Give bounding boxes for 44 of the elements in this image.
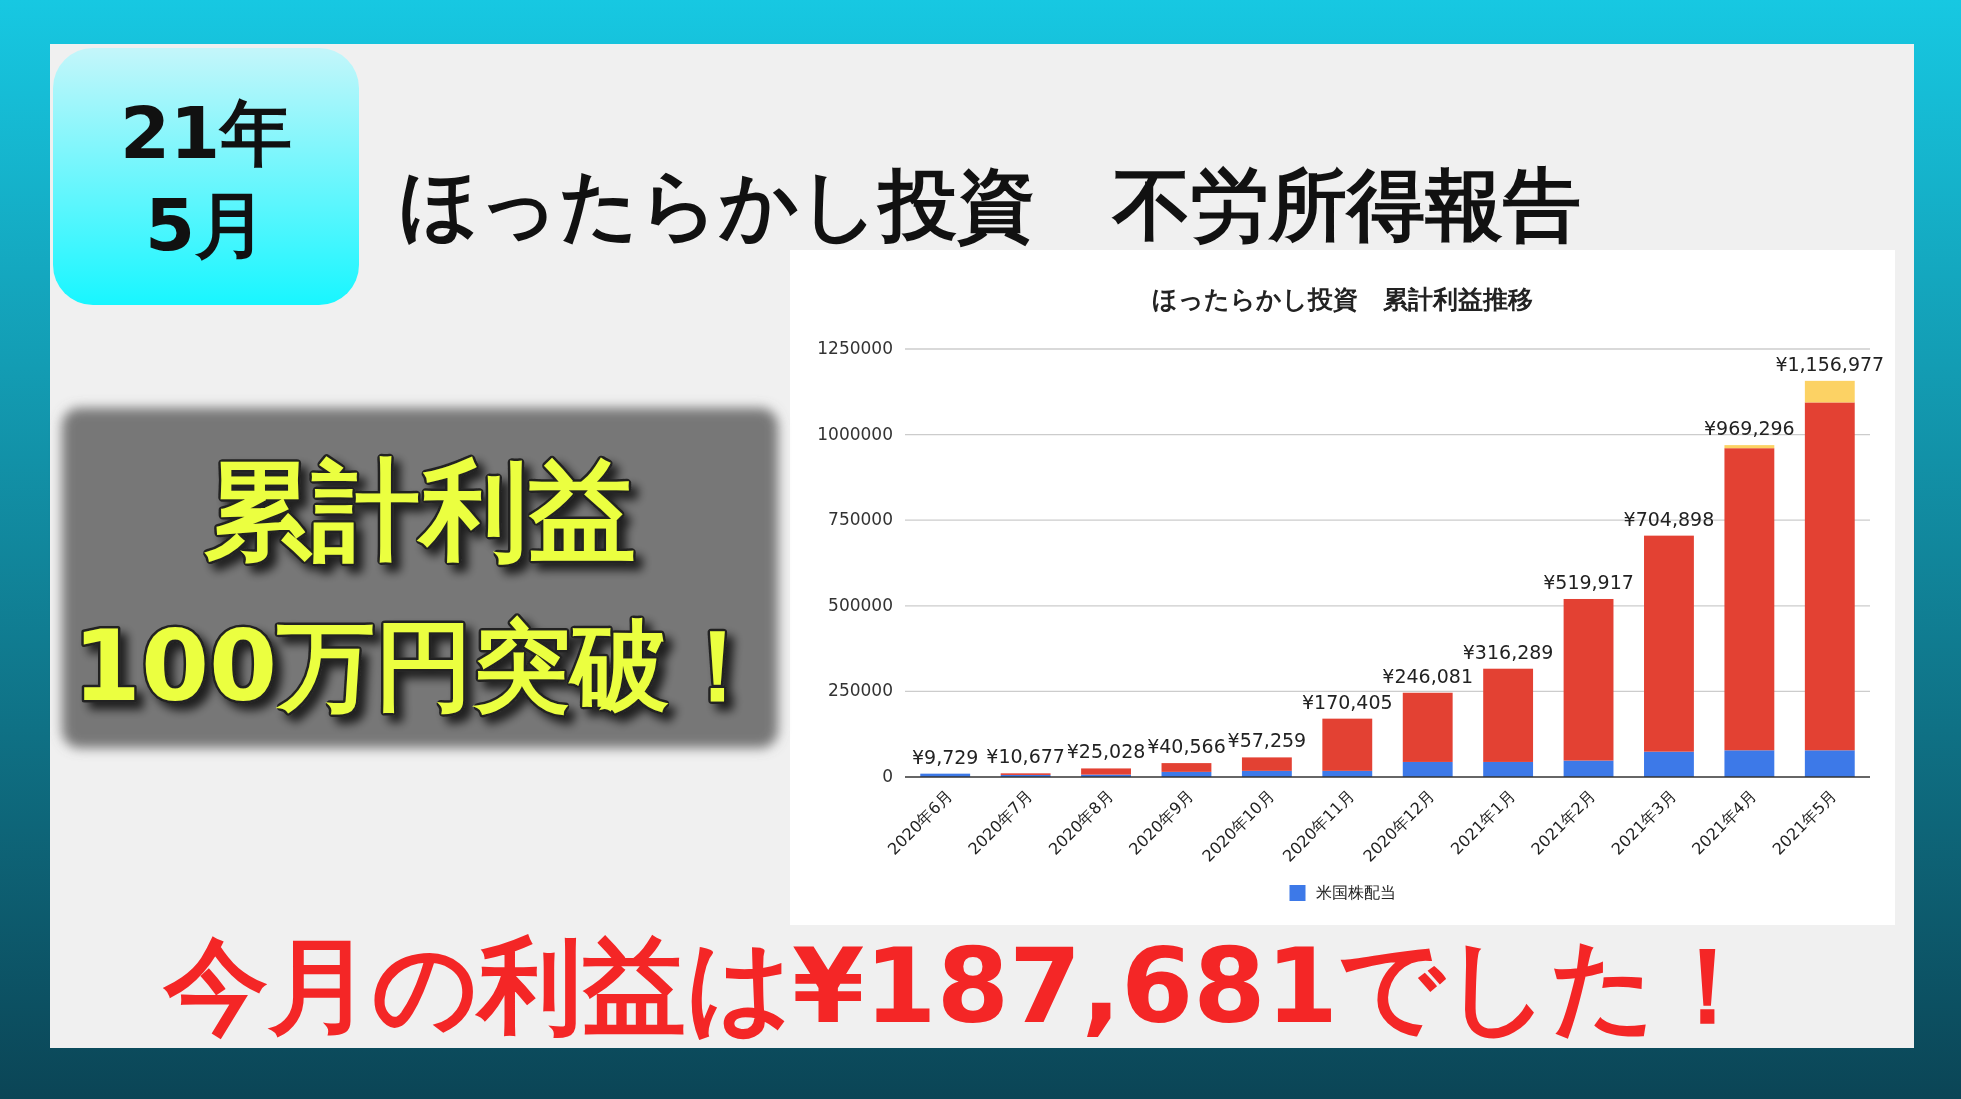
bar [1161,763,1212,772]
bar [1724,448,1775,751]
y-tick-label: 500000 [828,594,893,615]
bar [1322,718,1373,771]
text: ほったらかし投資 不労所得報告 [399,160,1581,250]
y-tick-label: 0 [882,766,893,786]
total-label: ¥170,405 [1301,690,1393,713]
bar [1081,768,1131,775]
bar [1804,402,1855,751]
y-tick-label: 250000 [828,680,893,701]
text: 100万円突破！ [72,609,768,723]
bar [1804,380,1855,403]
bar [1724,750,1775,777]
bar [1402,761,1453,777]
total-label: ¥519,917 [1543,570,1634,593]
y-tick-label: 750000 [828,509,893,530]
y-tick-label: 1250000 [817,338,893,358]
bar [1563,598,1614,761]
bar [1644,751,1694,777]
bar [1483,668,1534,762]
total-label: ¥246,081 [1382,664,1474,687]
total-label: ¥40,566 [1147,735,1226,758]
chart-title: ほったらかし投資 累計利益推移 [1152,285,1533,314]
bar [1644,535,1694,752]
text: 21年 [119,91,293,175]
total-label: ¥1,156,977 [1775,352,1885,375]
y-tick-label: 1000000 [817,423,893,444]
total-label: ¥10,677 [986,745,1065,768]
bar [1563,760,1614,777]
legend-label: 米国株配当 [1315,882,1396,902]
total-label: ¥316,289 [1462,640,1554,663]
bar [1402,692,1453,762]
total-label: ¥9,729 [911,745,979,768]
total-label: ¥969,296 [1704,417,1795,440]
total-label: ¥704,898 [1623,507,1715,530]
text: 今月の利益は¥187,681でした！ [161,925,1761,1047]
bar [1483,761,1534,777]
total-label: ¥25,028 [1066,740,1146,763]
text: 累計利益 [204,448,636,573]
bar [1804,750,1855,777]
total-label: ¥57,259 [1227,729,1307,752]
text: 5月 [144,183,268,267]
bar [1241,757,1292,771]
bar [1724,445,1775,449]
